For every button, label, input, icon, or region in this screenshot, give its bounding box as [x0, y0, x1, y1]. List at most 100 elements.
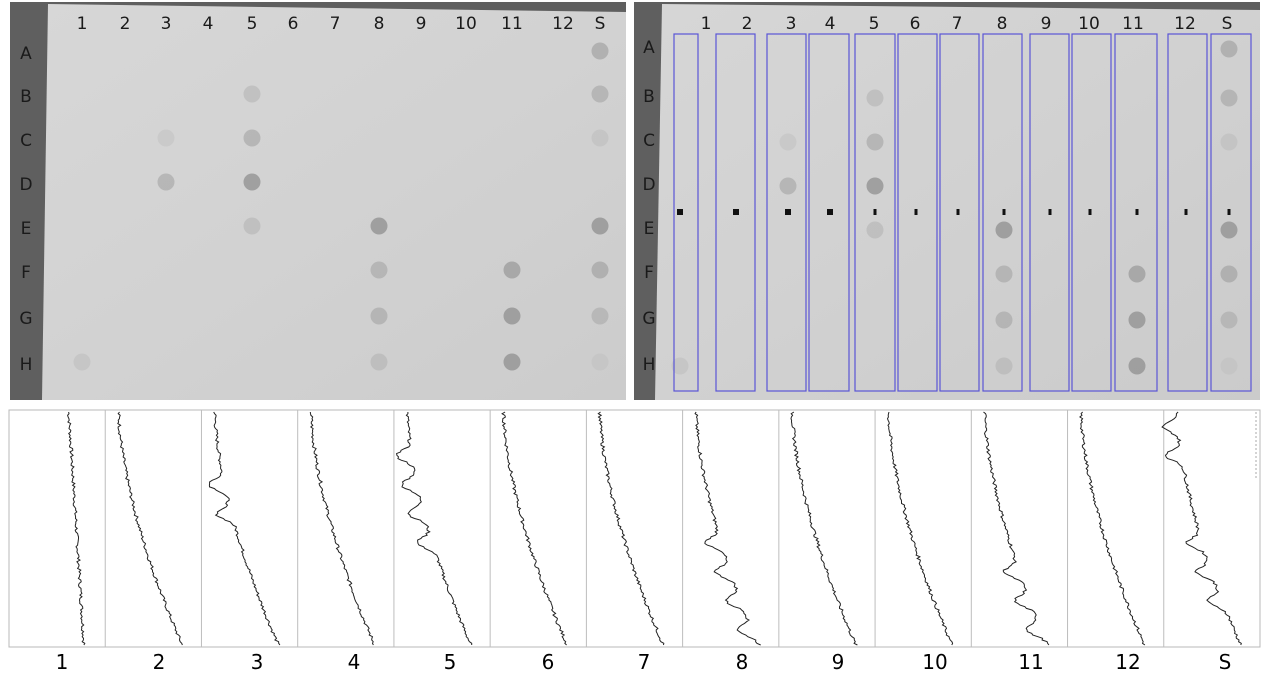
membrane	[655, 4, 1260, 400]
profile-trace	[67, 411, 86, 646]
profile-label: 9	[831, 650, 845, 674]
row-labels: A B C D E F G H	[642, 38, 655, 375]
profile-label: S	[1218, 650, 1232, 674]
profile-trace	[790, 411, 858, 646]
row-label: B	[643, 87, 655, 107]
profile-label: 3	[250, 650, 264, 674]
profile-label: 12	[1115, 650, 1141, 674]
row-label: A	[20, 44, 32, 64]
row-label: D	[19, 175, 32, 195]
profile-label: 1	[55, 650, 69, 674]
dot-spot	[866, 133, 884, 151]
row-label: D	[642, 175, 655, 195]
lane-box	[939, 33, 980, 392]
lane-box	[897, 33, 938, 392]
profile-trace	[396, 412, 473, 645]
dot-spot	[779, 177, 797, 195]
profile-trace	[117, 411, 183, 646]
column-label: 2	[120, 14, 131, 34]
profile-panel-frame	[8, 409, 1261, 648]
dot-spot	[1220, 311, 1238, 329]
profile-trace	[597, 411, 665, 646]
dot-spot	[995, 311, 1013, 329]
row-label: B	[20, 87, 32, 107]
dot-spot	[866, 89, 884, 107]
profile-label: 6	[541, 650, 555, 674]
lane-marker	[785, 209, 791, 215]
dot-spots	[73, 42, 609, 371]
column-label: 11	[501, 14, 523, 34]
dot-spot	[591, 217, 609, 235]
column-label: S	[1222, 14, 1233, 34]
column-label: 2	[742, 14, 753, 34]
row-labels: A B C D E F G H	[19, 44, 32, 375]
dot-spot	[866, 221, 884, 239]
dot-spot	[779, 133, 797, 151]
dot-spot	[243, 129, 261, 147]
profile-label: 7	[637, 650, 651, 674]
profile-trace	[208, 411, 281, 646]
dot-spot	[503, 261, 521, 279]
dot-spot	[591, 261, 609, 279]
dot-spot	[370, 261, 388, 279]
dot-spot	[1220, 133, 1238, 151]
row-label: A	[643, 38, 655, 58]
column-label: 9	[1041, 14, 1052, 34]
lane-box	[1210, 33, 1252, 392]
profile-trace	[1161, 411, 1242, 646]
dot-spot	[1220, 221, 1238, 239]
lane-marker	[1184, 209, 1188, 215]
profile-dividers	[104, 410, 1165, 647]
dot-spot	[243, 173, 261, 191]
dot-spot	[370, 353, 388, 371]
lane-marker	[1002, 209, 1006, 215]
lane-box	[1114, 33, 1158, 392]
row-label: C	[20, 131, 32, 151]
dot-spot	[73, 353, 91, 371]
row-label: F	[21, 263, 31, 283]
column-label: 10	[1078, 14, 1100, 34]
lane-box	[982, 33, 1023, 392]
column-label: 1	[77, 14, 88, 34]
lane-marker	[956, 209, 960, 215]
profile-label: 2	[152, 650, 166, 674]
dot-spot	[503, 307, 521, 325]
dot-spot	[503, 353, 521, 371]
row-label: G	[642, 309, 655, 329]
profile-label: 4	[347, 650, 361, 674]
row-label: E	[644, 219, 655, 239]
profile-trace	[983, 411, 1050, 646]
dot-spot	[157, 129, 175, 147]
lane-box	[715, 33, 756, 392]
dot-spot	[995, 357, 1013, 375]
dot-spot	[157, 173, 175, 191]
row-label: E	[21, 219, 32, 239]
dot-spot	[243, 217, 261, 235]
lane-marker	[1048, 209, 1052, 215]
row-label: H	[20, 355, 33, 375]
dot-spot	[1128, 311, 1146, 329]
column-label: 12	[552, 14, 574, 34]
lane-marker	[733, 209, 739, 215]
dot-spot	[1128, 265, 1146, 283]
column-label: 12	[1174, 14, 1196, 34]
row-label: G	[19, 309, 32, 329]
dot-spot	[370, 307, 388, 325]
lane-marker	[1135, 209, 1139, 215]
profile-trace	[309, 411, 374, 646]
column-label: 3	[786, 14, 797, 34]
dot-spot	[995, 221, 1013, 239]
row-label: H	[643, 355, 656, 375]
lane-box	[808, 33, 850, 392]
lane-box	[1071, 33, 1112, 392]
column-label: 6	[288, 14, 299, 34]
dot-spot	[591, 85, 609, 103]
dot-spot	[995, 265, 1013, 283]
dot-spot	[243, 85, 261, 103]
dot-spot	[591, 42, 609, 60]
dot-spot	[1220, 40, 1238, 58]
column-label: 8	[997, 14, 1008, 34]
column-label: 11	[1122, 14, 1144, 34]
